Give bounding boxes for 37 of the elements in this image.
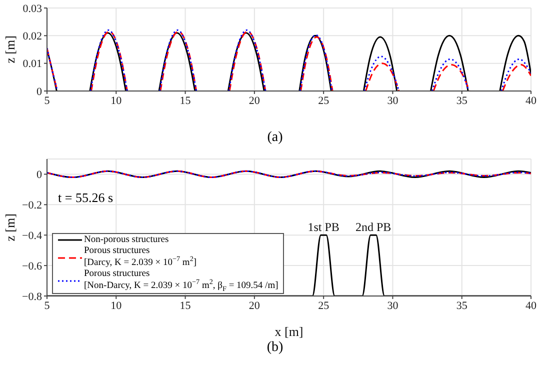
x-axis-title: x [m] (274, 324, 304, 339)
legend-label: Porous structures [Non-Darcy, K = 2.039 × 10$^{−7}$ m$^{2}$, β$_{F}$ = 109.54 /m] (84, 269, 278, 292)
annotation: 2nd PB (356, 220, 392, 234)
y-tick-label: 0 (36, 86, 42, 98)
text: (b) (266, 340, 284, 356)
x-tick-label: 35 (456, 300, 468, 312)
text: (a) (266, 130, 284, 146)
x-tick-label: 25 (318, 94, 330, 107)
annotation: 1st PB (308, 220, 340, 234)
x-tick-label: 20 (248, 94, 260, 107)
x-tick-label: 40 (526, 300, 537, 312)
y-tick-label: −0.6 (22, 260, 42, 272)
y-tick-label: 0 (36, 169, 42, 182)
y-tick-label: 0.02 (22, 30, 42, 43)
line-series (47, 170, 531, 178)
x-tick-label: 10 (110, 94, 122, 107)
y-axis-title: z [m] (2, 36, 18, 64)
x-tick-label: 15 (180, 300, 192, 312)
x-tick-label: 30 (387, 300, 399, 312)
y-tick-label: −0.8 (22, 290, 42, 303)
y-tick-label: 0.01 (22, 58, 42, 70)
x-tick-label: 40 (526, 94, 537, 107)
x-tick-label: 30 (387, 94, 399, 107)
y-tick-label: −0.4 (22, 230, 42, 242)
x-tick-label: 5 (44, 300, 50, 312)
legend-label: Porous structures [Darcy, K = 2.039 × 10$^{−7}$ m$^{2}$] (84, 246, 197, 269)
x-tick-label: 20 (248, 300, 260, 312)
x-tick-label: 15 (180, 94, 192, 107)
legend-label: Non-porous structures (84, 234, 169, 246)
y-tick-label: −0.2 (22, 200, 42, 212)
annotation: t = 55.26 s (58, 190, 114, 206)
x-tick-label: 25 (318, 300, 330, 312)
x-tick-label: 10 (110, 300, 122, 312)
x-tick-label: 5 (44, 94, 50, 107)
y-tick-label: 0.03 (22, 2, 42, 15)
x-tick-label: 35 (456, 94, 468, 107)
y-axis-title: z [m] (2, 214, 18, 242)
